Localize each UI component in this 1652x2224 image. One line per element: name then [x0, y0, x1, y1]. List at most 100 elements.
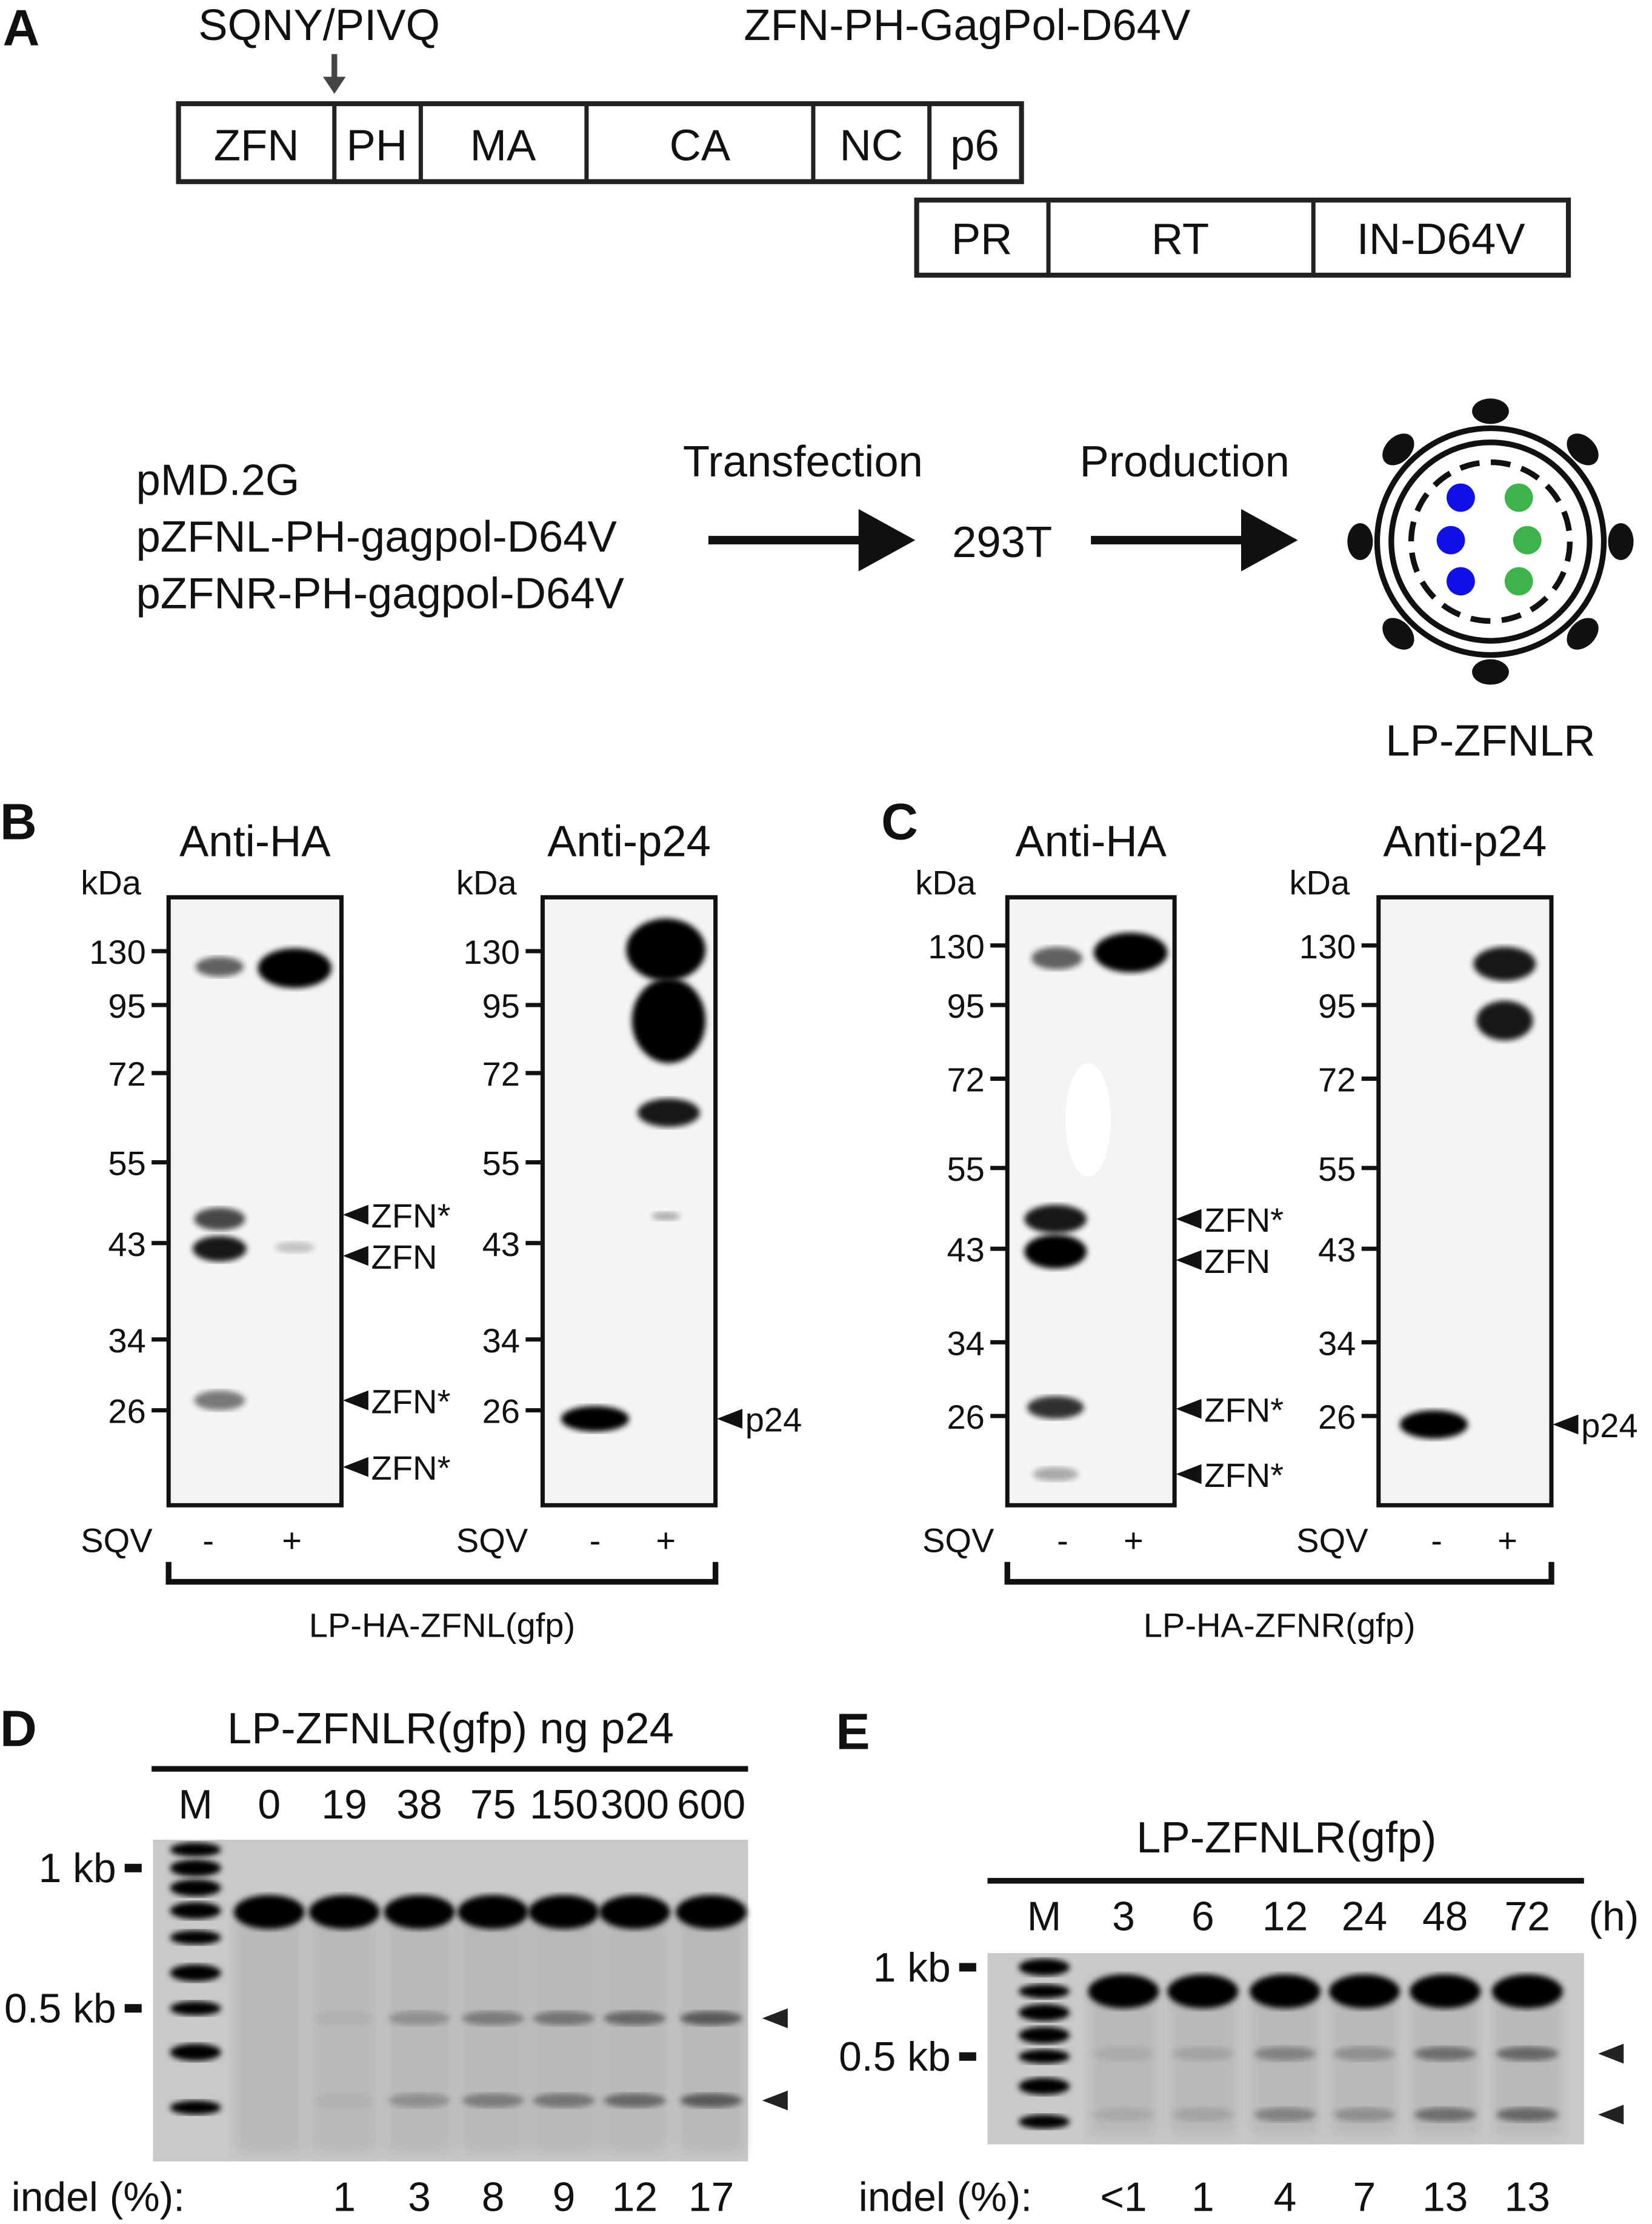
cleavage-site-label: SQNY/PIVQ: [198, 1, 440, 50]
arrowhead-icon: [1598, 2043, 1624, 2064]
arrowhead-icon: [342, 1246, 368, 1266]
uncut-band: [676, 1895, 747, 1929]
marker-label: 130: [928, 927, 985, 966]
marker-label: 43: [947, 1231, 984, 1269]
cleaved-band: [533, 2011, 595, 2026]
indel-value: 4: [1274, 2175, 1297, 2220]
cleaved-band: [1092, 2046, 1155, 2061]
uncut-band: [233, 1895, 305, 1929]
domain-rt: RT: [1151, 215, 1209, 264]
panel-e-title: LP-ZFNLR(gfp): [1136, 1813, 1436, 1862]
arrowhead-icon: [1176, 1250, 1202, 1271]
transfection-label: Transfection: [683, 437, 923, 486]
band-label: ZFN*: [371, 1449, 451, 1487]
marker-label: 55: [482, 1144, 520, 1183]
cleaved-band: [1092, 2107, 1155, 2122]
blot-membrane: [1005, 895, 1177, 1508]
band-label: ZFN*: [1204, 1456, 1284, 1494]
green-dot: [1504, 567, 1533, 596]
gag-bar: ZFN PH MA CA NC p6: [176, 101, 1024, 184]
band-label: p24: [1581, 1406, 1638, 1444]
lane-label: 3: [1112, 1894, 1135, 1940]
kda-label: kDa: [456, 864, 518, 902]
spike-icon: [1347, 523, 1373, 560]
marker-label: 43: [1318, 1231, 1356, 1269]
sqv-minus: -: [202, 1521, 214, 1559]
lane-label: 38: [396, 1782, 442, 1828]
sqv-minus: -: [1057, 1521, 1068, 1559]
membrane-artifact: [1065, 1063, 1111, 1177]
lane-label: 150: [530, 1782, 598, 1828]
protein-band: [1024, 1204, 1087, 1234]
lane-smear: [235, 1912, 304, 2153]
uncut-band: [458, 1895, 529, 1929]
arrowhead-icon: [1176, 1464, 1202, 1484]
marker-label: 26: [108, 1392, 145, 1431]
ladder-band: [170, 1842, 221, 1857]
plasmid-3: pZFNR-PH-gagpol-D64V: [136, 569, 624, 618]
uncut-band: [308, 1895, 380, 1929]
plasmid-2: pZFNL-PH-gagpol-D64V: [136, 512, 617, 561]
marker-label: 72: [1318, 1061, 1356, 1099]
lane-smear: [601, 1912, 669, 2153]
lane-label: M: [1027, 1894, 1061, 1940]
sqv-label: SQV: [81, 1521, 153, 1559]
band-label: ZFN*: [1204, 1201, 1284, 1239]
blot-membrane: [1376, 895, 1554, 1508]
lane-smear: [459, 1912, 527, 2153]
blue-dot: [1447, 567, 1475, 596]
marker-tick: [124, 2004, 142, 2013]
plasmid-1: pMD.2G: [136, 455, 299, 504]
size-marker: 0.5 kb: [839, 2034, 951, 2080]
lane-smear: [310, 1912, 379, 2153]
spike-icon: [1567, 433, 1599, 466]
panel-letter: A: [3, 0, 40, 56]
cleaved-band: [680, 2011, 743, 2026]
ladder-band: [170, 2001, 221, 2015]
indel-label: indel (%):: [12, 2175, 185, 2220]
green-dot: [1513, 526, 1542, 555]
sqv-plus: +: [1124, 1521, 1144, 1559]
indel-value: 13: [1505, 2175, 1550, 2220]
panel-letter-b: B: [0, 793, 37, 850]
arrow-right-icon: [708, 509, 916, 572]
marker-label: 95: [482, 987, 520, 1025]
band-label: ZFN: [371, 1238, 438, 1276]
protein-band: [194, 1207, 245, 1231]
marker-tick: [959, 2052, 976, 2061]
lane-label: 24: [1342, 1894, 1387, 1940]
unit-label: (h): [1588, 1894, 1639, 1940]
cleaved-band: [603, 2011, 666, 2026]
domain-nc: NC: [839, 121, 903, 170]
protein-band: [258, 948, 332, 988]
sqv-plus: +: [1497, 1521, 1517, 1559]
protein-band: [561, 1406, 630, 1432]
marker-label: 34: [1318, 1324, 1356, 1362]
lane-label: 0: [258, 1782, 281, 1828]
protein-band: [1031, 947, 1083, 970]
uncut-band: [1491, 1974, 1563, 2009]
indel-value: 13: [1422, 2175, 1468, 2220]
domain-in-d64v: IN-D64V: [1357, 215, 1526, 264]
protein-band: [1093, 932, 1168, 973]
marker-label: 43: [108, 1225, 145, 1263]
group-bracket: [1004, 1561, 1554, 1585]
protein-band: [194, 1390, 245, 1411]
cleaved-band: [1171, 2046, 1234, 2061]
arrowhead-icon: [762, 2090, 788, 2111]
band-label: ZFN*: [371, 1382, 451, 1420]
kda-label: kDa: [81, 864, 142, 902]
spike-icon: [1567, 618, 1599, 650]
protein-band: [1024, 1234, 1087, 1269]
lane-label: 12: [1262, 1894, 1308, 1940]
panel-d-title: LP-ZFNLR(gfp) ng p24: [227, 1704, 674, 1753]
particle-label: LP-ZFNLR: [1385, 716, 1595, 766]
panel-letter-c: C: [881, 793, 918, 850]
marker-tick: [959, 1963, 976, 1972]
blot-membrane: [166, 895, 344, 1508]
cleaved-band: [1333, 2107, 1396, 2122]
uncut-band: [1167, 1974, 1239, 2009]
band-label: p24: [745, 1401, 802, 1439]
marker-label: 72: [482, 1055, 520, 1093]
